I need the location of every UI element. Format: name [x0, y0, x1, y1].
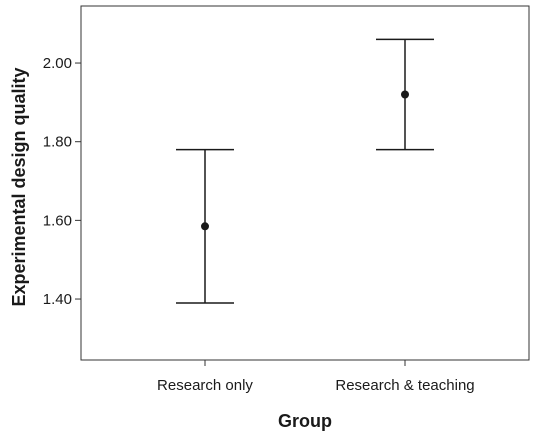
y-tick-label: 2.00	[43, 55, 72, 72]
y-axis-title: Experimental design quality	[9, 67, 29, 306]
x-tick-label: Research & teaching	[335, 377, 474, 394]
x-axis-title: Group	[278, 411, 332, 431]
y-tick-label: 1.40	[43, 291, 72, 308]
mean-point	[201, 222, 209, 231]
x-axis: Research only Research & teaching	[157, 360, 475, 394]
y-axis: 1.40 1.60 1.80 2.00	[43, 55, 81, 308]
y-tick-label: 1.80	[43, 134, 72, 151]
y-tick-label: 1.60	[43, 212, 72, 229]
plot-frame	[80, 5, 530, 361]
x-tick-label: Research only	[157, 377, 253, 394]
error-bars	[176, 38, 434, 304]
mean-point	[401, 90, 409, 99]
